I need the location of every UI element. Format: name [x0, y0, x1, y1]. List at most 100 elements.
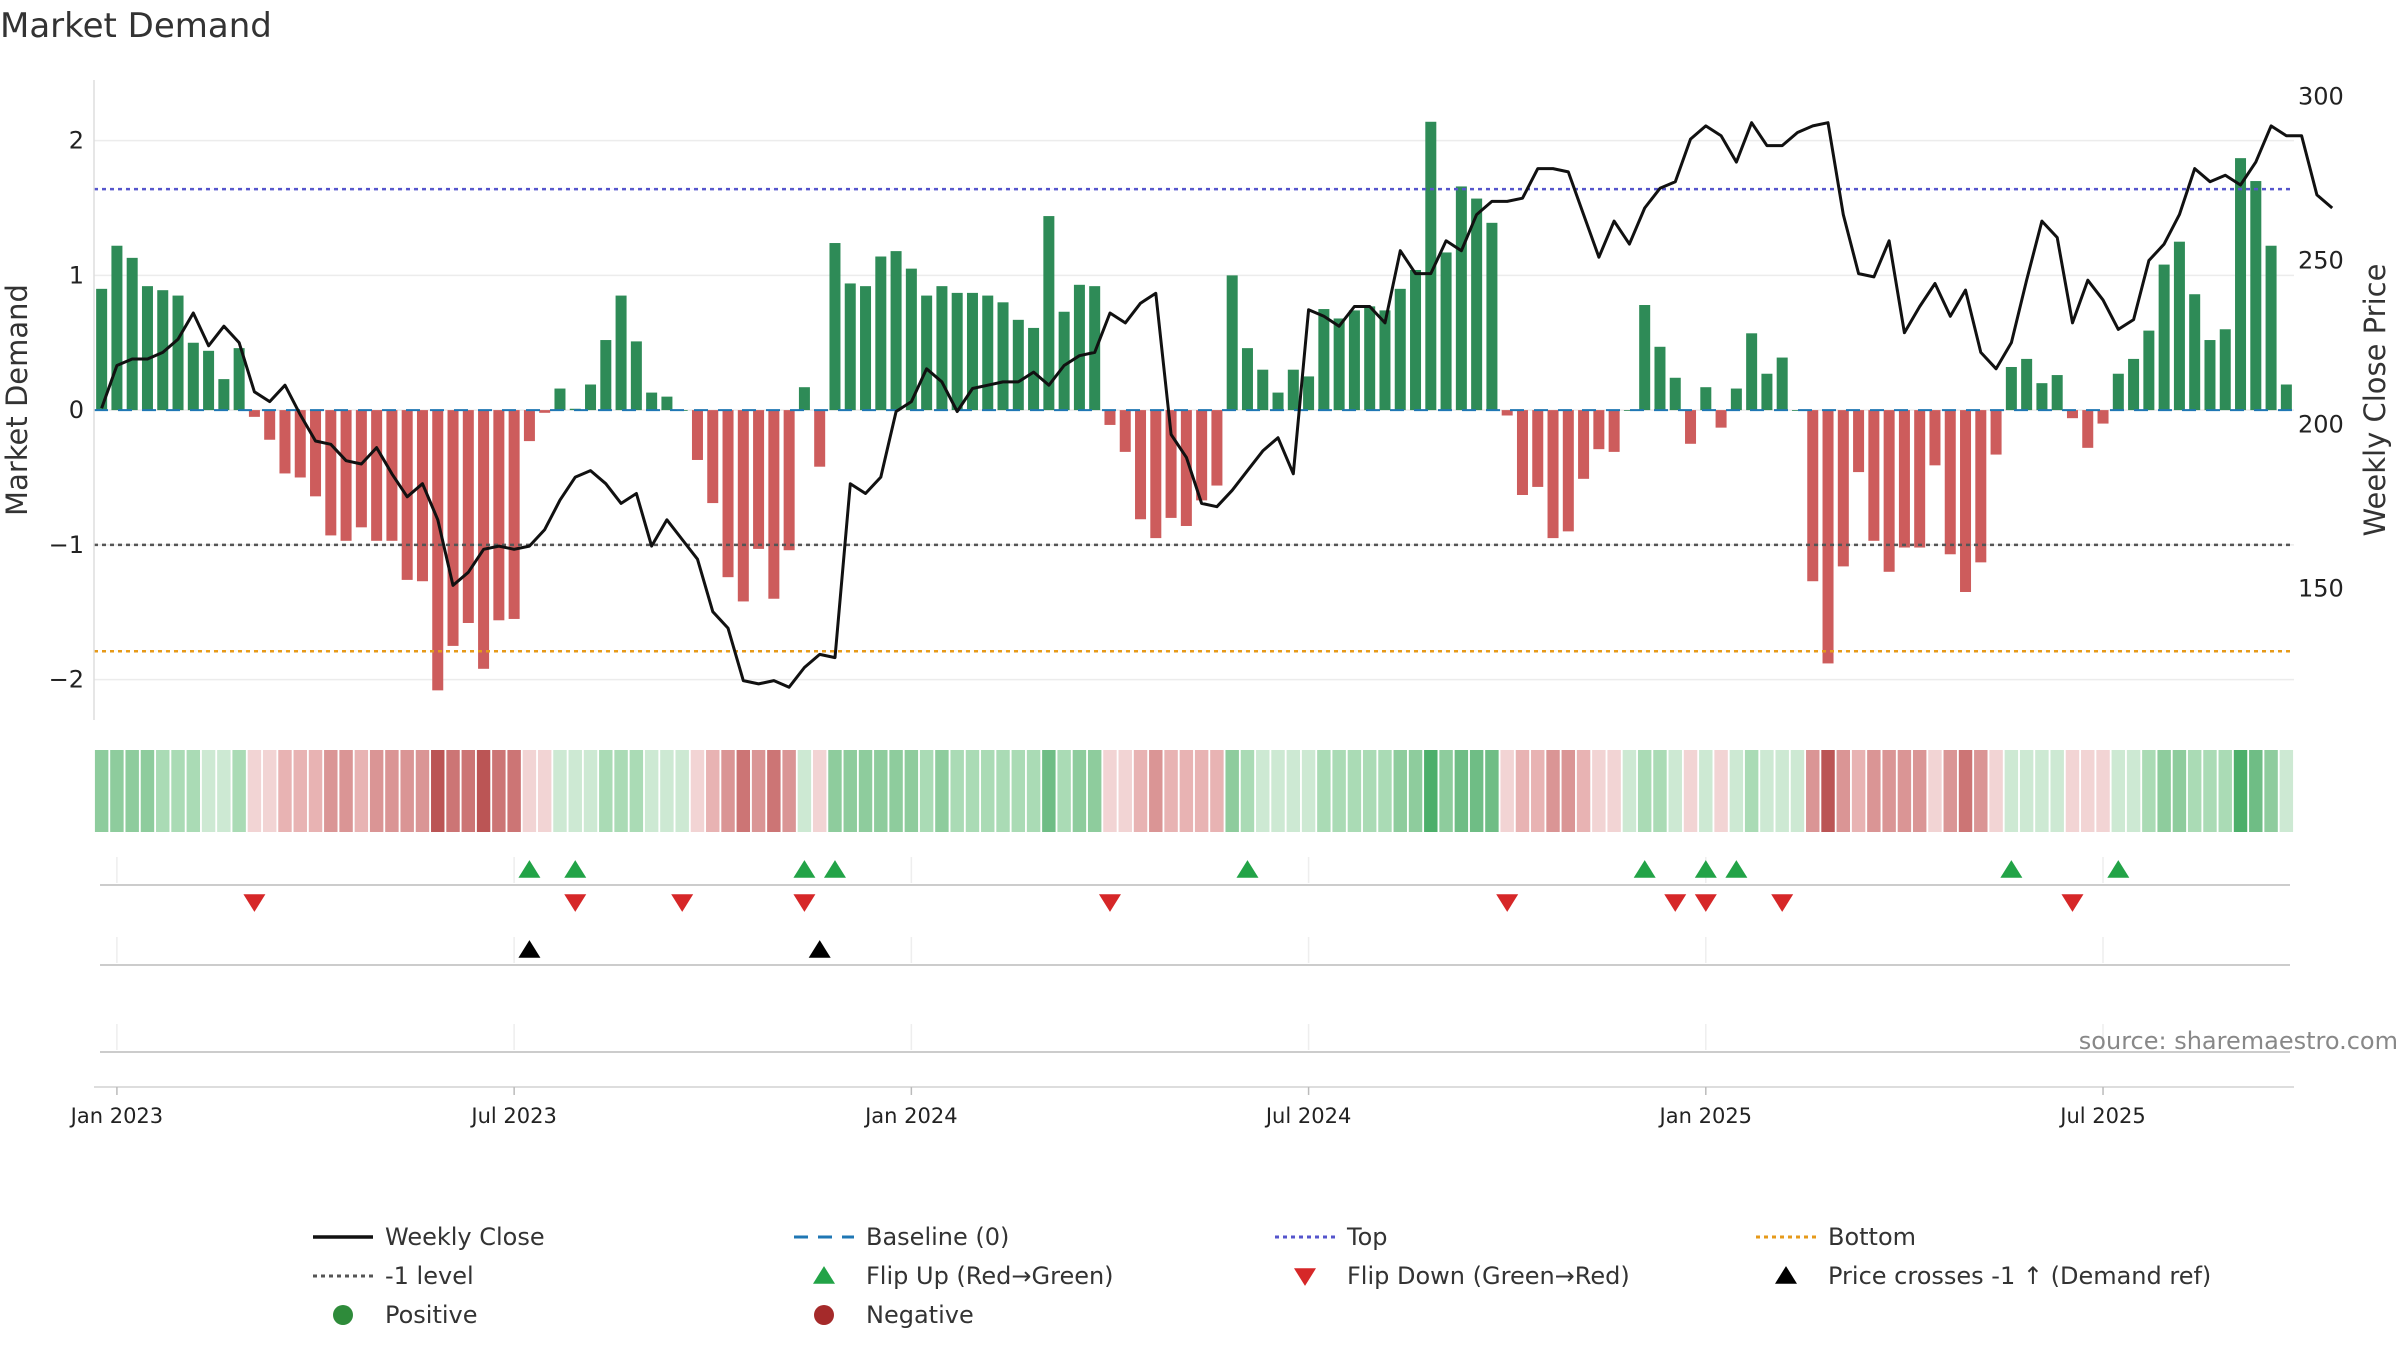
demand-bar [2204, 340, 2216, 411]
strip-cell [1133, 750, 1148, 832]
flip-down-marker [2061, 894, 2084, 912]
strip-cell [1653, 750, 1667, 832]
demand-bar [1730, 388, 1742, 411]
demand-bar [860, 286, 872, 411]
flip-down-marker [243, 894, 266, 912]
strip-cell [339, 750, 353, 832]
demand-bar [432, 410, 444, 691]
demand-bar [2005, 366, 2017, 411]
y-tick-right: 200 [2298, 411, 2344, 439]
demand-bar [508, 410, 520, 619]
strip-cell [1729, 750, 1744, 832]
demand-bar [661, 396, 673, 411]
demand-bar [691, 410, 703, 460]
strip-cell [583, 750, 598, 832]
strip-cell [354, 750, 369, 832]
demand-bar [1669, 377, 1681, 411]
demand-bar [829, 243, 841, 411]
strip-cell [858, 750, 873, 832]
strip-cell [1500, 750, 1514, 832]
reference-lines [94, 187, 2294, 653]
flip-up-marker [1725, 860, 1748, 878]
strip-cell [308, 750, 323, 832]
flip-down-marker [564, 894, 587, 912]
demand-bar [1562, 410, 1574, 532]
x-tick-label: Jul 2024 [1264, 1104, 1351, 1128]
strip-cell [1118, 750, 1132, 832]
demand-bar [1914, 410, 1926, 548]
demand-strip [94, 750, 2294, 832]
demand-bar [1685, 410, 1697, 444]
demand-bar [814, 410, 826, 467]
demand-bar [1455, 186, 1467, 411]
price-cross-marker [518, 940, 541, 958]
strip-cell [2126, 750, 2141, 832]
legend-label: Top [1346, 1223, 1388, 1251]
close-line-layer [100, 121, 2334, 689]
demand-bar [340, 410, 352, 541]
demand-bar [1287, 369, 1299, 411]
strip-cell [1424, 750, 1438, 832]
demand-bar [1257, 369, 1269, 411]
strip-cell [767, 750, 781, 832]
strip-cell [1912, 750, 1927, 832]
strip-cell [1378, 750, 1392, 832]
grid-layer [94, 139, 2294, 681]
demand-bar [141, 286, 153, 411]
strip-cell [1072, 750, 1087, 832]
strip-cell [1637, 750, 1652, 832]
strip-cell [812, 750, 827, 832]
strip-cell [232, 750, 246, 832]
demand-bar [1119, 410, 1131, 452]
strip-cell [1744, 750, 1759, 832]
demand-bar [1608, 410, 1620, 452]
strip-cell [1408, 750, 1423, 832]
legend-item: Bottom [1756, 1223, 1916, 1251]
strip-cell [1393, 750, 1407, 832]
demand-bar [462, 410, 474, 623]
demand-bar [447, 410, 459, 646]
demand-bar [646, 392, 658, 411]
strip-cell [1149, 750, 1163, 832]
strip-cell [1714, 750, 1728, 832]
strip-cell [981, 750, 995, 832]
strip-cell [1974, 750, 1988, 832]
demand-bar [126, 257, 138, 411]
demand-bar [707, 410, 719, 504]
x-tick-label: Jan 2024 [863, 1104, 958, 1128]
demand-bar [997, 302, 1009, 411]
flip-down-marker [1771, 894, 1794, 912]
demand-bar [1639, 305, 1651, 411]
strip-cell [690, 750, 705, 832]
strip-cell [201, 750, 216, 832]
demand-bar [600, 340, 612, 411]
legend-label: -1 level [385, 1262, 474, 1290]
strip-cell [1194, 750, 1209, 832]
strip-cell [1821, 750, 1835, 832]
demand-bar [2265, 245, 2277, 411]
demand-bar [936, 286, 948, 411]
strip-cell [247, 750, 262, 832]
strip-cell [828, 750, 842, 832]
strip-cell [1958, 750, 1973, 832]
strip-cell [568, 750, 582, 832]
strip-cell [904, 750, 919, 832]
demand-bar [1791, 410, 1803, 411]
strip-cell [522, 750, 537, 832]
strip-cell [2218, 750, 2232, 832]
demand-bar [325, 410, 337, 536]
flip-down-marker [1098, 894, 1121, 912]
strip-cell [1439, 750, 1453, 832]
strip-cell [1011, 750, 1026, 832]
strip-cell [874, 750, 888, 832]
strip-cell [1179, 750, 1194, 832]
demand-bar [2219, 329, 2231, 411]
strip-cell [186, 750, 201, 832]
strip-cell [1806, 750, 1820, 832]
demand-bar [1043, 216, 1055, 411]
source-label: source: sharemaestro.com [2079, 1027, 2398, 1055]
strip-cell [1454, 750, 1469, 832]
strip-cell [644, 750, 659, 832]
demand-bar [783, 410, 795, 551]
demand-bars [96, 121, 2292, 691]
